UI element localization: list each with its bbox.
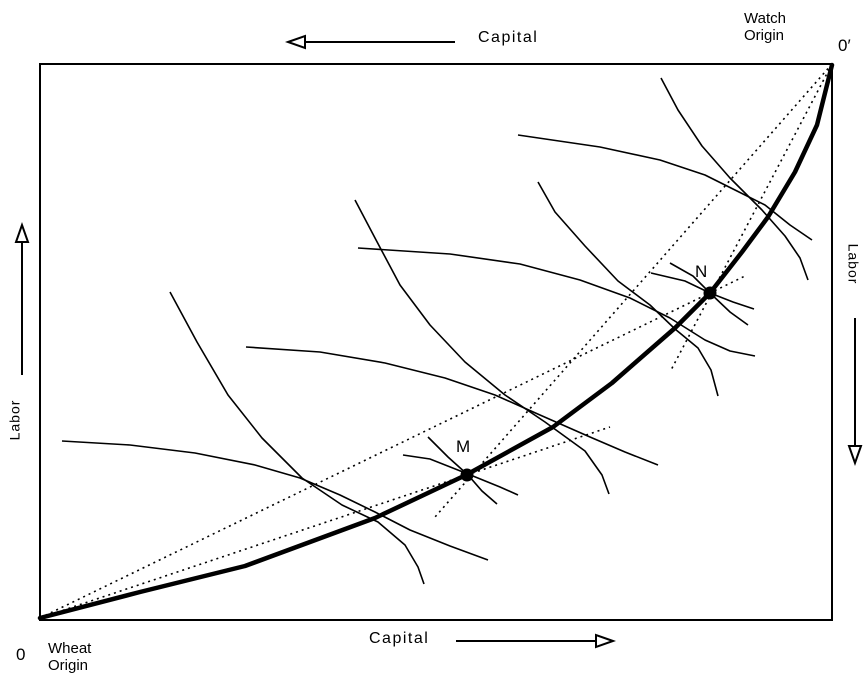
watch-origin-label: Watch Origin bbox=[744, 10, 786, 44]
point-m-dot bbox=[460, 468, 474, 482]
point-m bbox=[402, 436, 519, 505]
ray-wheat-shallow bbox=[39, 426, 611, 619]
bottom-capital-label: Capital bbox=[369, 630, 430, 647]
top-capital-label: Capital bbox=[478, 29, 539, 46]
wheat-isoquant-1 bbox=[61, 440, 489, 561]
wheat-isoquant-3 bbox=[357, 247, 756, 357]
origin-zero: 0 bbox=[16, 645, 26, 664]
wheat-origin-line2: Origin bbox=[48, 657, 89, 674]
bottom-capital-arrow bbox=[456, 633, 617, 649]
ray-watch-steep bbox=[669, 63, 833, 373]
ray-watch-shallow bbox=[434, 63, 833, 518]
watch-isoquant-2 bbox=[354, 199, 610, 495]
watch-isoquants bbox=[169, 77, 809, 585]
watch-isoquant-3 bbox=[537, 181, 719, 397]
right-labor-arrow bbox=[847, 318, 863, 467]
watch-isoquant-4 bbox=[660, 77, 809, 281]
point-n bbox=[650, 262, 755, 326]
wheat-isoquant-4 bbox=[517, 134, 813, 241]
point-m-label: M bbox=[456, 437, 471, 456]
wheat-isoquants bbox=[61, 134, 813, 561]
origin-zero-prime: 0′ bbox=[838, 36, 851, 55]
watch-isoquant-1 bbox=[169, 291, 425, 585]
ray-wheat-steep bbox=[39, 275, 746, 619]
watch-origin-line1: Watch bbox=[744, 10, 786, 27]
point-n-label: N bbox=[695, 262, 708, 281]
edgeworth-box-frame bbox=[39, 63, 833, 621]
watch-origin-line2: Origin bbox=[744, 27, 785, 44]
wheat-origin-label: Wheat Origin bbox=[48, 640, 91, 674]
contract-curve bbox=[37, 62, 835, 621]
top-capital-arrow bbox=[284, 34, 455, 50]
wheat-origin-line1: Wheat bbox=[48, 640, 92, 657]
point-n-dot bbox=[703, 286, 717, 300]
wheat-isoquant-2 bbox=[245, 346, 659, 466]
dotted-rays bbox=[39, 63, 833, 619]
left-labor-arrow bbox=[14, 221, 30, 375]
